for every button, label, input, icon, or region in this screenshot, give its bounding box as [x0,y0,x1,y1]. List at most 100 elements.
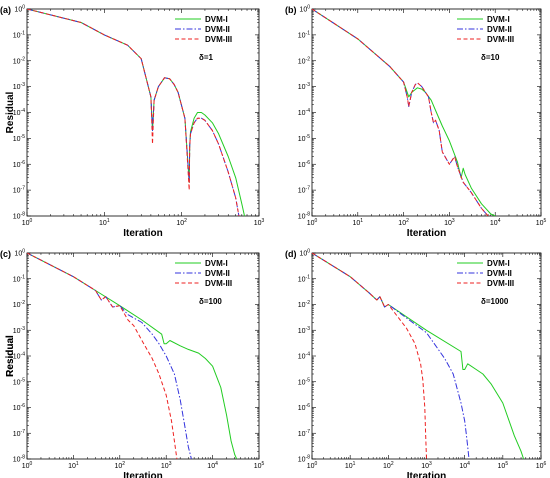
y-tick-label-base: 10 [13,136,21,143]
x-tick-label-exponent: 1 [76,461,79,467]
x-tick-label-base: 10 [99,220,107,227]
y-tick-label-exponent: -4 [21,108,26,114]
y-tick-label: 10-7 [298,186,310,195]
x-tick-label-base: 10 [254,463,262,470]
y-tick-label-base: 10 [13,431,21,438]
axis-ticks [311,252,542,460]
y-tick-label-base: 10 [298,379,306,386]
y-tick-label: 10-4 [13,352,25,361]
y-tick-label-exponent: -1 [21,274,26,280]
y-tick-label-exponent: -3 [21,326,26,332]
y-tick-label-base: 10 [13,405,21,412]
y-tick-label: 10-7 [298,429,310,438]
x-axis-label: Iteration [407,471,446,478]
y-axis-label: Residual [5,335,16,377]
panel-1: 100 101 102 10310-810-710-610-510-410-310-2… [0,5,265,240]
x-tick-label-base: 10 [115,463,123,470]
data-series [27,9,245,216]
y-tick-label-base: 10 [298,328,306,335]
x-tick-label: 104 [207,461,218,470]
y-tick-label-base: 10 [14,251,22,258]
series-line-dvm-ii [27,253,192,459]
y-tick-label-exponent: -6 [306,160,311,166]
y-tick-label-base: 10 [299,251,307,258]
x-tick-label: 106 [536,461,547,470]
x-tick-label: 101 [68,461,79,470]
x-tick-label: 102 [383,461,394,470]
delta-annotation: δ=10 [481,53,500,62]
y-tick-label-exponent: -2 [306,300,311,306]
y-tick-label: 10-6 [13,403,25,412]
y-tick-label: 10-5 [298,377,310,386]
y-tick-label: 10-2 [298,56,310,65]
y-tick-label: 10-1 [298,30,310,39]
x-tick-label-exponent: 2 [122,461,125,467]
x-tick-label: 101 [353,218,364,227]
y-tick-label-exponent: -1 [21,30,26,36]
y-tick-label: 10-8 [298,212,310,221]
y-tick-label-exponent: -1 [306,274,311,280]
x-tick-label-exponent: 5 [544,218,547,224]
y-tick-label-base: 10 [13,302,21,309]
x-tick-label-exponent: 3 [429,461,432,467]
y-tick-label-base: 10 [13,276,21,283]
y-tick-label-exponent: 0 [307,249,310,255]
x-tick-label: 104 [490,218,501,227]
y-tick-label: 10-2 [13,300,25,309]
legend-label: DVM-II [487,25,512,34]
y-tick-label: 10-5 [13,377,25,386]
y-tick-label-exponent: -7 [21,186,26,192]
y-tick-label: 10-1 [13,30,25,39]
axis-ticks [26,8,260,217]
x-tick-label-base: 10 [161,463,169,470]
legend-label: DVM-I [205,259,228,268]
x-tick-label-exponent: 0 [30,461,33,467]
series-line-dvm-ii [312,253,470,459]
y-tick-label-base: 10 [298,136,306,143]
x-axis-label: Iteration [123,471,162,478]
x-tick-label: 105 [536,218,547,227]
panel-label: (d) [285,249,297,259]
legend-label: DVM-II [205,25,230,34]
y-tick-label-exponent: 0 [22,5,25,11]
x-tick-label: 103 [161,461,172,470]
y-tick-label-exponent: -2 [21,56,26,62]
legend-label: DVM-III [487,279,514,288]
x-tick-label: 101 [99,218,110,227]
x-tick-label-exponent: 5 [505,461,508,467]
x-tick-label-base: 10 [536,220,544,227]
y-tick-label-base: 10 [13,162,21,169]
legend-label: DVM-I [205,15,228,24]
axis-ticks [311,8,542,217]
data-series [312,253,525,459]
y-tick-label-base: 10 [13,354,21,361]
x-tick-label-base: 10 [207,463,215,470]
x-tick-label-base: 10 [22,463,30,470]
y-tick-label-base: 10 [13,328,21,335]
x-tick-label-base: 10 [398,220,406,227]
series-line-dvm-iii [27,253,178,459]
y-tick-label-base: 10 [14,7,22,14]
x-tick-label: 105 [254,461,265,470]
y-tick-label: 10-8 [298,455,310,464]
x-tick-label-base: 10 [353,220,361,227]
x-tick-label-exponent: 4 [467,461,470,467]
x-tick-label: 103 [444,218,455,227]
y-tick-label-base: 10 [299,7,307,14]
series-line-dvm-iii [312,9,489,216]
y-tick-label: 10-6 [298,403,310,412]
x-tick-label-exponent: 0 [30,218,33,224]
x-tick-label-exponent: 2 [391,461,394,467]
series-line-dvm-iii [312,253,427,459]
y-tick-label-base: 10 [298,302,306,309]
x-tick-label-exponent: 1 [360,218,363,224]
y-tick-label: 100 [299,5,310,14]
x-axis-label: Iteration [123,228,162,239]
x-tick-label-exponent: 2 [406,218,409,224]
delta-annotation: δ=100 [199,297,222,306]
y-tick-label-exponent: -7 [306,186,311,192]
panel-label: (a) [0,5,11,15]
